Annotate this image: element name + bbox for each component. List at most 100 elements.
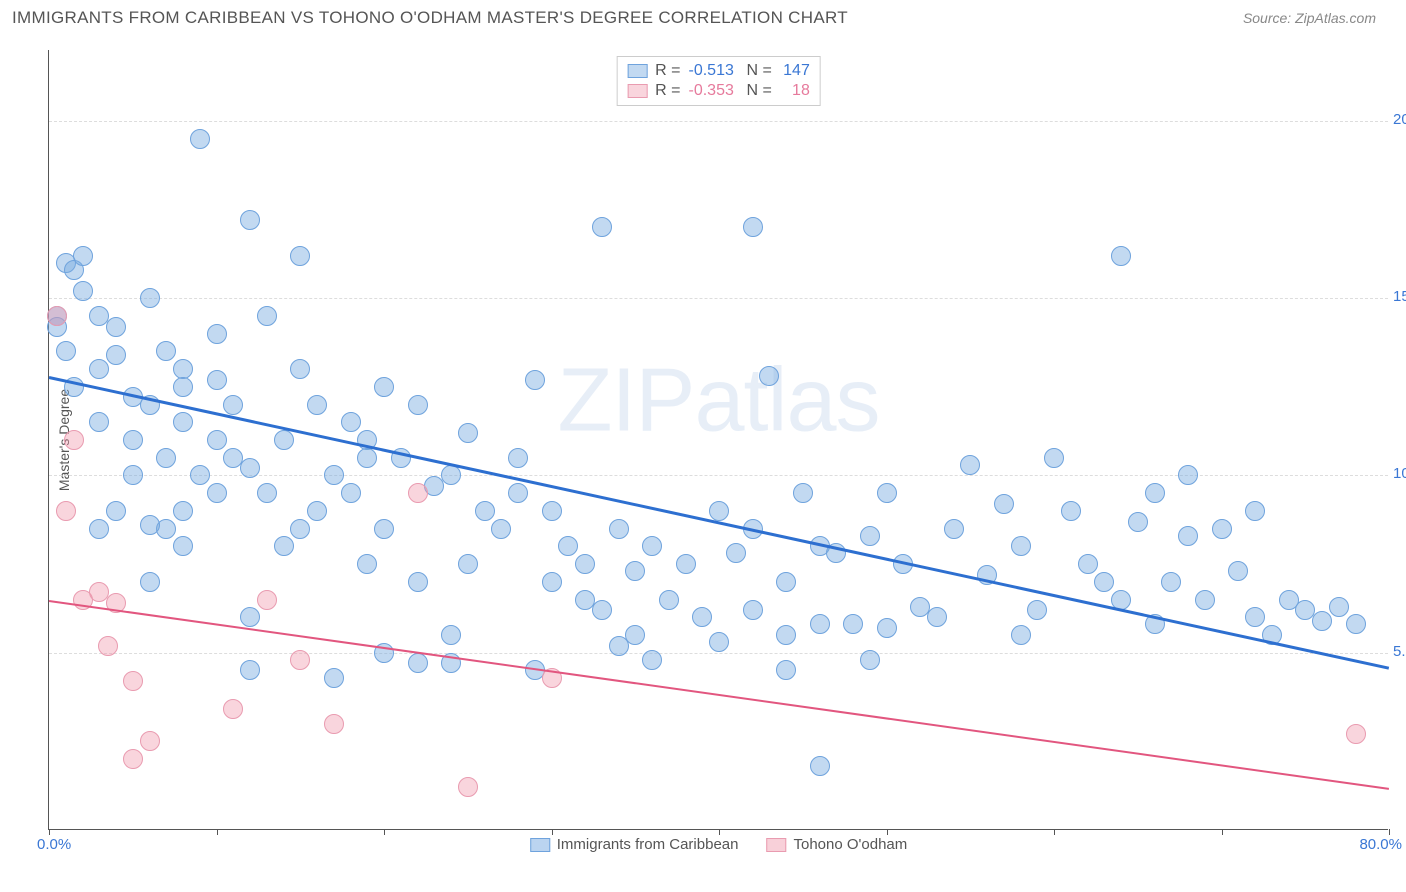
scatter-point — [106, 317, 126, 337]
scatter-point — [357, 554, 377, 574]
scatter-point — [173, 412, 193, 432]
stats-legend: R =-0.513N =147R =-0.353N =18 — [616, 56, 821, 106]
scatter-point — [207, 483, 227, 503]
scatter-point — [207, 430, 227, 450]
scatter-point — [257, 590, 277, 610]
scatter-point — [1346, 614, 1366, 634]
scatter-point — [290, 519, 310, 539]
scatter-point — [575, 554, 595, 574]
scatter-point — [592, 217, 612, 237]
y-tick-label: 20.0% — [1393, 111, 1406, 128]
scatter-point — [609, 519, 629, 539]
scatter-point — [56, 341, 76, 361]
y-tick-label: 10.0% — [1393, 465, 1406, 482]
r-value: -0.513 — [689, 62, 739, 80]
scatter-point — [625, 561, 645, 581]
scatter-point — [56, 501, 76, 521]
scatter-point — [89, 359, 109, 379]
n-label: N = — [747, 82, 772, 100]
scatter-point — [89, 412, 109, 432]
scatter-point — [676, 554, 696, 574]
scatter-point — [491, 519, 511, 539]
scatter-point — [140, 572, 160, 592]
scatter-point — [223, 395, 243, 415]
n-value: 18 — [780, 82, 810, 100]
x-tick-mark — [217, 829, 218, 835]
scatter-point — [207, 324, 227, 344]
n-value: 147 — [780, 62, 810, 80]
scatter-point — [458, 554, 478, 574]
scatter-point — [642, 536, 662, 556]
legend-swatch — [627, 84, 647, 98]
scatter-point — [877, 483, 897, 503]
x-tick-mark — [552, 829, 553, 835]
scatter-point — [190, 465, 210, 485]
scatter-point — [173, 501, 193, 521]
scatter-point — [1178, 465, 1198, 485]
scatter-point — [257, 306, 277, 326]
scatter-point — [274, 430, 294, 450]
legend-swatch — [766, 838, 786, 852]
scatter-point — [324, 465, 344, 485]
scatter-point — [357, 448, 377, 468]
scatter-point — [927, 607, 947, 627]
scatter-point — [692, 607, 712, 627]
gridline — [49, 298, 1388, 299]
scatter-point — [441, 625, 461, 645]
scatter-point — [106, 501, 126, 521]
scatter-point — [475, 501, 495, 521]
scatter-point — [257, 483, 277, 503]
r-value: -0.353 — [689, 82, 739, 100]
stats-legend-row: R =-0.513N =147 — [627, 61, 810, 81]
scatter-point — [776, 660, 796, 680]
scatter-point — [458, 777, 478, 797]
scatter-point — [140, 515, 160, 535]
x-tick-mark — [719, 829, 720, 835]
chart-title: IMMIGRANTS FROM CARIBBEAN VS TOHONO O'OD… — [12, 8, 848, 28]
series-legend: Immigrants from Caribbean Tohono O'odham — [530, 836, 908, 853]
scatter-point — [156, 341, 176, 361]
scatter-point — [408, 395, 428, 415]
y-tick-label: 15.0% — [1393, 288, 1406, 305]
scatter-point — [240, 210, 260, 230]
scatter-point — [290, 650, 310, 670]
legend-label: Immigrants from Caribbean — [557, 836, 739, 853]
scatter-point — [73, 281, 93, 301]
scatter-point — [1111, 246, 1131, 266]
scatter-point — [642, 650, 662, 670]
scatter-point — [441, 465, 461, 485]
scatter-point — [341, 483, 361, 503]
scatter-point — [558, 536, 578, 556]
stats-legend-row: R =-0.353N =18 — [627, 81, 810, 101]
scatter-point — [542, 572, 562, 592]
scatter-point — [1312, 611, 1332, 631]
scatter-point — [508, 483, 528, 503]
scatter-point — [1011, 625, 1031, 645]
legend-item: Immigrants from Caribbean — [530, 836, 739, 853]
scatter-point — [274, 536, 294, 556]
scatter-point — [458, 423, 478, 443]
x-tick-mark — [1054, 829, 1055, 835]
scatter-point — [123, 465, 143, 485]
scatter-point — [324, 668, 344, 688]
scatter-point — [793, 483, 813, 503]
scatter-point — [324, 714, 344, 734]
legend-label: Tohono O'odham — [793, 836, 907, 853]
scatter-point — [1078, 554, 1098, 574]
scatter-point — [240, 607, 260, 627]
scatter-point — [625, 625, 645, 645]
scatter-point — [140, 731, 160, 751]
scatter-point — [944, 519, 964, 539]
scatter-point — [776, 625, 796, 645]
scatter-point — [408, 483, 428, 503]
scatter-point — [994, 494, 1014, 514]
scatter-point — [776, 572, 796, 592]
scatter-point — [1011, 536, 1031, 556]
scatter-point — [173, 377, 193, 397]
scatter-point — [106, 345, 126, 365]
scatter-point — [190, 129, 210, 149]
scatter-point — [207, 370, 227, 390]
scatter-point — [860, 526, 880, 546]
y-tick-label: 5.0% — [1393, 643, 1406, 660]
legend-swatch — [530, 838, 550, 852]
